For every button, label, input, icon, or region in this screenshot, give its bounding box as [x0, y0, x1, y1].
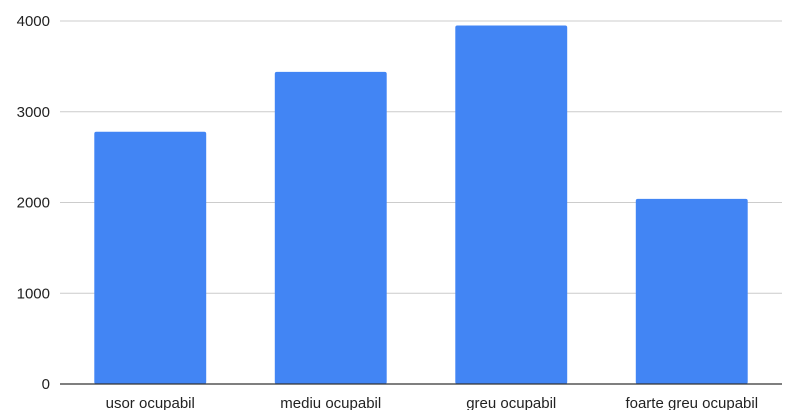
bars	[94, 25, 748, 384]
bar	[94, 131, 207, 384]
bar	[455, 25, 568, 384]
y-tick-label: 2000	[17, 195, 50, 212]
y-axis-tick-labels: 0 1000 2000 3000 4000	[17, 13, 50, 393]
y-tick-label: 0	[42, 376, 50, 393]
y-tick-label: 1000	[17, 285, 50, 302]
x-category-label: usor ocupabil	[106, 395, 195, 410]
y-tick-label: 4000	[17, 13, 50, 30]
x-category-label: mediu ocupabil	[280, 395, 381, 410]
y-tick-label: 3000	[17, 104, 50, 121]
bar	[274, 71, 387, 384]
x-category-label: greu ocupabil	[466, 395, 556, 410]
x-category-label: foarte greu ocupabil	[625, 395, 758, 410]
bar	[635, 198, 748, 384]
x-axis-category-labels: usor ocupabil mediu ocupabil greu ocupabil…	[106, 395, 758, 410]
